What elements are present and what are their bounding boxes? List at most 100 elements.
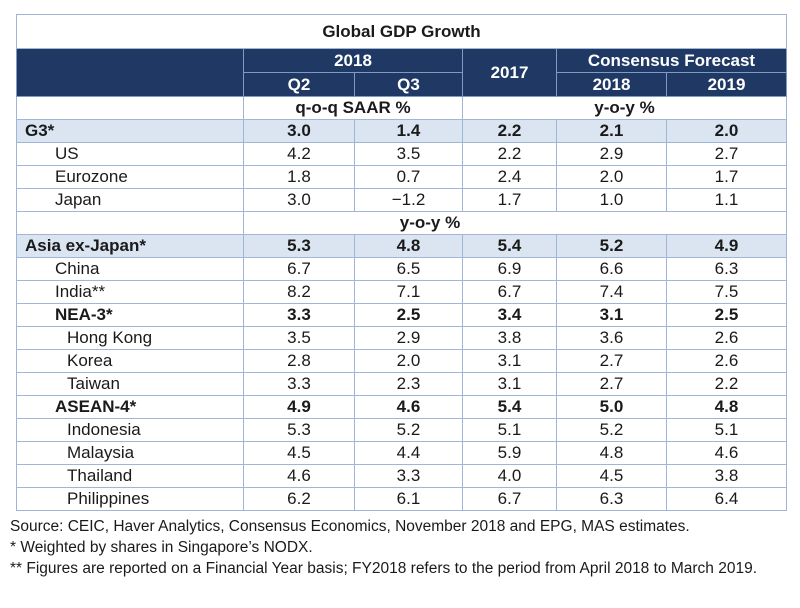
row-label: Asia ex-Japan* [16, 234, 244, 258]
value-2017: 2.2 [462, 142, 557, 166]
value-2017: 3.1 [462, 372, 557, 396]
unit-blank [16, 96, 244, 120]
value-2017: 2.4 [462, 165, 557, 189]
table-row: Taiwan 3.3 2.3 3.1 2.7 2.2 [16, 372, 787, 396]
footnote-weighted: * Weighted by shares in Singapore’s NODX… [10, 539, 313, 556]
header-cf-2018: 2018 [556, 72, 667, 97]
value-cf-2019: 6.3 [666, 257, 787, 281]
value-cf-2018: 2.1 [556, 119, 667, 143]
value-q3-2018: 4.6 [354, 395, 463, 419]
header-blank [16, 48, 244, 97]
value-cf-2019: 4.8 [666, 395, 787, 419]
table-row: Philippines 6.2 6.1 6.7 6.3 6.4 [16, 487, 787, 511]
value-cf-2019: 7.5 [666, 280, 787, 304]
value-q3-2018: 3.3 [354, 464, 463, 488]
table-row: NEA-3* 3.3 2.5 3.4 3.1 2.5 [16, 303, 787, 327]
row-label: Thailand [16, 464, 244, 488]
value-q3-2018: 6.5 [354, 257, 463, 281]
row-label: Japan [16, 188, 244, 212]
value-q2-2018: 5.3 [243, 234, 355, 258]
table-row: Korea 2.8 2.0 3.1 2.7 2.6 [16, 349, 787, 373]
value-q2-2018: 3.3 [243, 303, 355, 327]
row-label: Taiwan [16, 372, 244, 396]
value-q3-2018: 0.7 [354, 165, 463, 189]
value-q2-2018: 3.0 [243, 119, 355, 143]
row-label: ASEAN-4* [16, 395, 244, 419]
value-q2-2018: 4.9 [243, 395, 355, 419]
table-title: Global GDP Growth [16, 14, 787, 49]
table-row: Thailand 4.6 3.3 4.0 4.5 3.8 [16, 464, 787, 488]
value-2017: 1.7 [462, 188, 557, 212]
value-2017: 6.7 [462, 487, 557, 511]
table-row: Indonesia 5.3 5.2 5.1 5.2 5.1 [16, 418, 787, 442]
value-q2-2018: 3.3 [243, 372, 355, 396]
value-q3-2018: 6.1 [354, 487, 463, 511]
unit-yoy: y-o-y % [462, 96, 787, 120]
row-label: G3* [16, 119, 244, 143]
value-cf-2019: 2.2 [666, 372, 787, 396]
value-cf-2018: 1.0 [556, 188, 667, 212]
value-q3-2018: 2.9 [354, 326, 463, 350]
table-row: China 6.7 6.5 6.9 6.6 6.3 [16, 257, 787, 281]
table-row: US 4.2 3.5 2.2 2.9 2.7 [16, 142, 787, 166]
header-2017: 2017 [462, 48, 557, 97]
unit-qoq: q-o-q SAAR % [243, 96, 463, 120]
value-2017: 3.4 [462, 303, 557, 327]
value-q2-2018: 8.2 [243, 280, 355, 304]
table-row: India** 8.2 7.1 6.7 7.4 7.5 [16, 280, 787, 304]
value-cf-2018: 5.0 [556, 395, 667, 419]
row-label: Hong Kong [16, 326, 244, 350]
value-2017: 3.8 [462, 326, 557, 350]
value-cf-2018: 7.4 [556, 280, 667, 304]
value-q2-2018: 3.5 [243, 326, 355, 350]
row-label: Philippines [16, 487, 244, 511]
header-q2: Q2 [243, 72, 355, 97]
value-cf-2019: 3.8 [666, 464, 787, 488]
value-2017: 5.4 [462, 395, 557, 419]
value-cf-2018: 6.6 [556, 257, 667, 281]
value-q3-2018: 1.4 [354, 119, 463, 143]
value-cf-2018: 5.2 [556, 234, 667, 258]
value-q3-2018: 2.5 [354, 303, 463, 327]
value-cf-2018: 4.5 [556, 464, 667, 488]
row-label: India** [16, 280, 244, 304]
value-q3-2018: 2.3 [354, 372, 463, 396]
value-q3-2018: 4.8 [354, 234, 463, 258]
value-2017: 6.7 [462, 280, 557, 304]
value-2017: 3.1 [462, 349, 557, 373]
gdp-growth-table: Global GDP Growth 2018 2017 Consensus Fo… [16, 14, 787, 511]
header-consensus-forecast: Consensus Forecast [556, 48, 787, 73]
value-q2-2018: 5.3 [243, 418, 355, 442]
unit-blank-2 [16, 211, 244, 235]
value-2017: 5.9 [462, 441, 557, 465]
value-2017: 2.2 [462, 119, 557, 143]
value-cf-2018: 6.3 [556, 487, 667, 511]
value-cf-2019: 1.7 [666, 165, 787, 189]
value-cf-2019: 2.0 [666, 119, 787, 143]
value-cf-2019: 6.4 [666, 487, 787, 511]
value-cf-2019: 2.5 [666, 303, 787, 327]
value-q2-2018: 6.7 [243, 257, 355, 281]
value-cf-2019: 1.1 [666, 188, 787, 212]
value-q2-2018: 1.8 [243, 165, 355, 189]
row-label: NEA-3* [16, 303, 244, 327]
value-cf-2018: 5.2 [556, 418, 667, 442]
value-q3-2018: 7.1 [354, 280, 463, 304]
value-cf-2018: 2.9 [556, 142, 667, 166]
table-row: Japan 3.0 −1.2 1.7 1.0 1.1 [16, 188, 787, 212]
value-q2-2018: 3.0 [243, 188, 355, 212]
value-2017: 6.9 [462, 257, 557, 281]
table-row: ASEAN-4* 4.9 4.6 5.4 5.0 4.8 [16, 395, 787, 419]
value-cf-2019: 2.7 [666, 142, 787, 166]
table-row: Malaysia 4.5 4.4 5.9 4.8 4.6 [16, 441, 787, 465]
value-q2-2018: 2.8 [243, 349, 355, 373]
row-label: Eurozone [16, 165, 244, 189]
header-cf-2019: 2019 [666, 72, 787, 97]
header-2018: 2018 [243, 48, 463, 73]
value-cf-2019: 2.6 [666, 326, 787, 350]
value-cf-2019: 2.6 [666, 349, 787, 373]
value-cf-2018: 2.7 [556, 349, 667, 373]
value-2017: 4.0 [462, 464, 557, 488]
table-row: G3* 3.0 1.4 2.2 2.1 2.0 [16, 119, 787, 143]
row-label: Korea [16, 349, 244, 373]
